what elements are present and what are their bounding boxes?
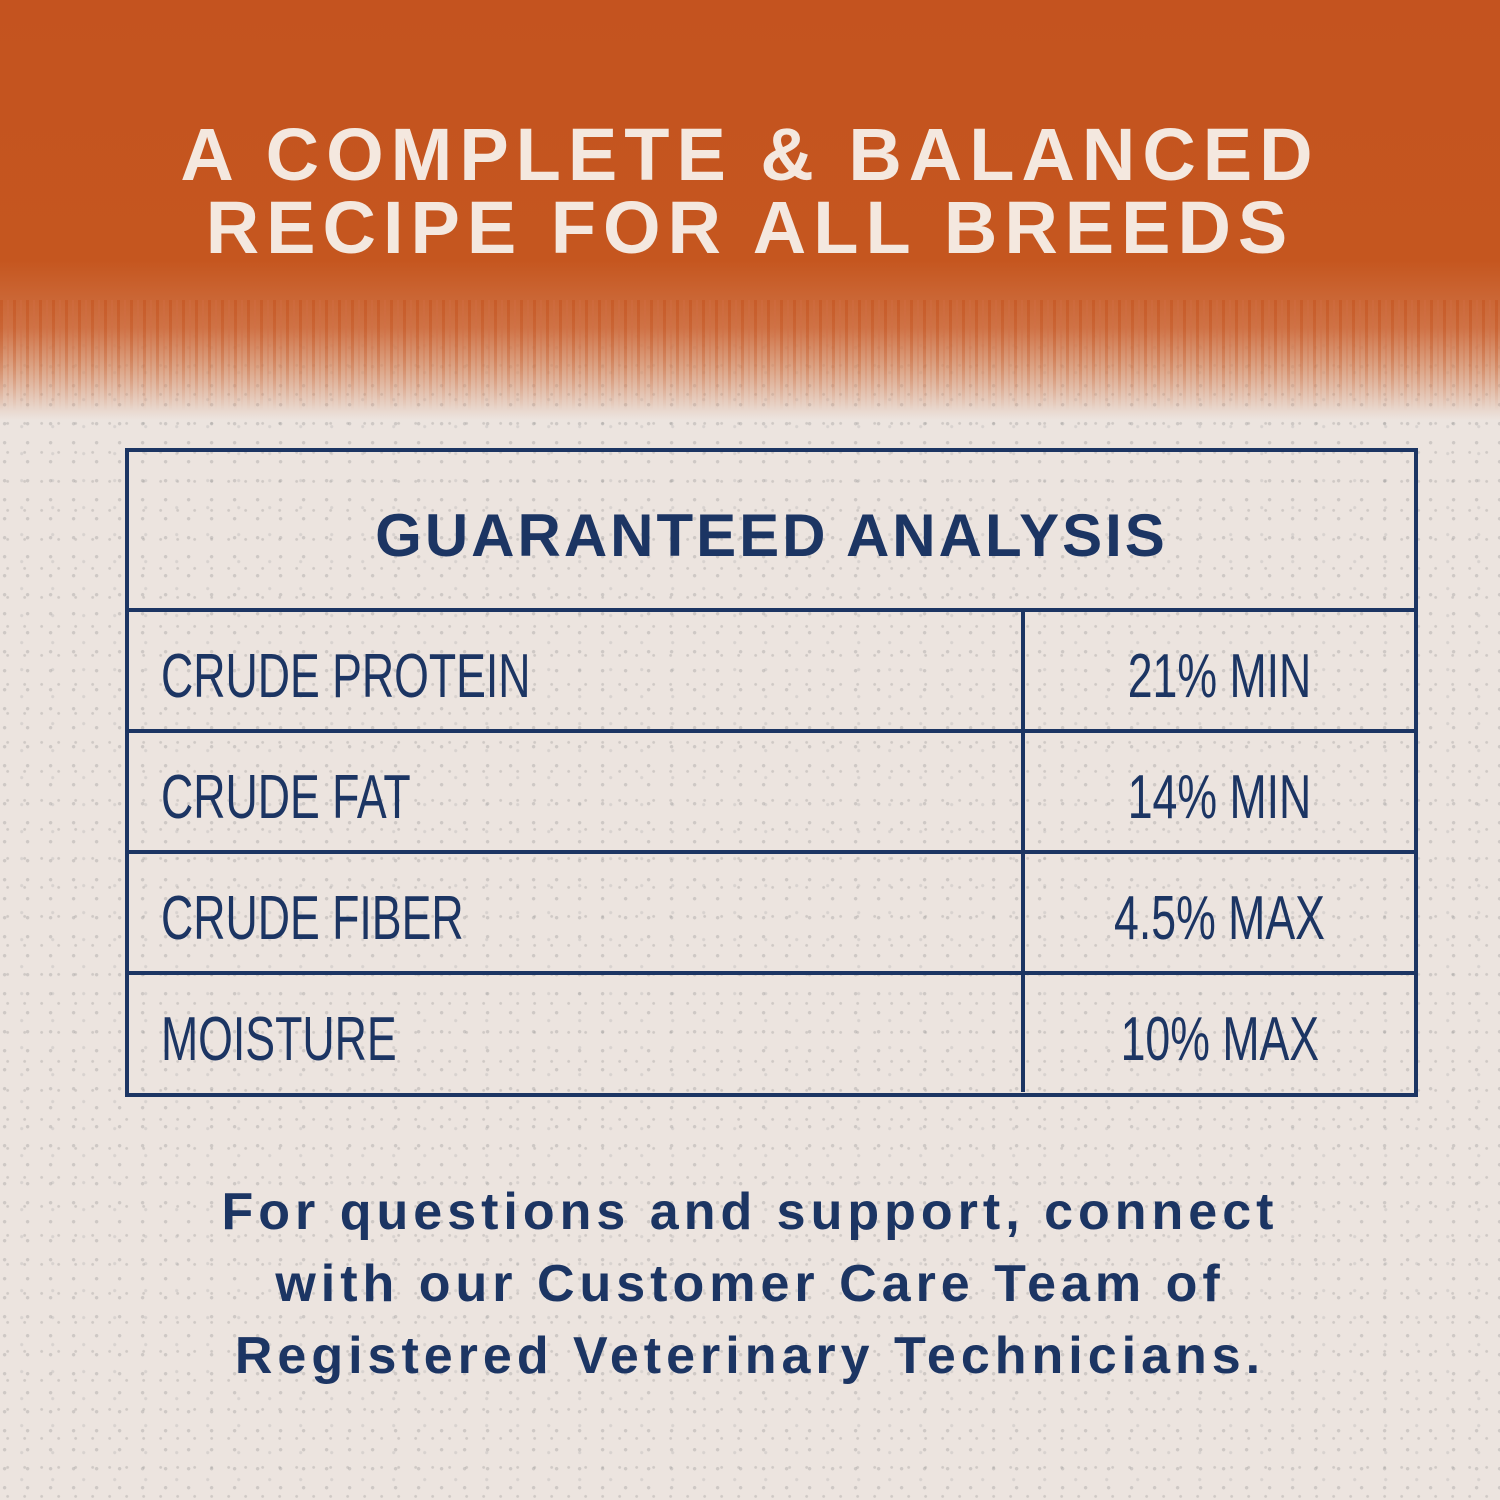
- nutrient-label: CRUDE FAT: [161, 763, 411, 832]
- guaranteed-analysis-table: GUARANTEED ANALYSIS CRUDE PROTEIN 21% MI…: [125, 448, 1418, 1097]
- footer-line-2: with our Customer Care Team of: [275, 1255, 1225, 1313]
- nutrient-value: 21% MIN: [1127, 642, 1312, 711]
- headline: A COMPLETE & BALANCED RECIPE FOR ALL BRE…: [0, 113, 1500, 269]
- table-title: GUARANTEED ANALYSIS: [129, 452, 1414, 612]
- nutrient-value: 10% MAX: [1120, 1005, 1319, 1074]
- nutrient-label: CRUDE FIBER: [161, 884, 464, 953]
- headline-line-1: A COMPLETE & BALANCED: [180, 113, 1320, 196]
- table-row: MOISTURE 10% MAX: [129, 975, 1414, 1092]
- nutrient-label: CRUDE PROTEIN: [161, 642, 531, 711]
- footer-line-1: For questions and support, connect: [221, 1183, 1279, 1241]
- nutrient-value: 14% MIN: [1127, 763, 1312, 832]
- table-row: CRUDE FAT 14% MIN: [129, 733, 1414, 854]
- support-message: For questions and support, connect with …: [0, 1176, 1500, 1392]
- footer-line-3: Registered Veterinary Technicians.: [234, 1327, 1266, 1385]
- table-row: CRUDE PROTEIN 21% MIN: [129, 612, 1414, 733]
- paint-brush-edge: [0, 300, 1500, 410]
- table-row: CRUDE FIBER 4.5% MAX: [129, 854, 1414, 975]
- headline-line-2: RECIPE FOR ALL BREEDS: [205, 186, 1295, 269]
- nutrient-value: 4.5% MAX: [1114, 884, 1325, 953]
- nutrient-label: MOISTURE: [161, 1005, 397, 1074]
